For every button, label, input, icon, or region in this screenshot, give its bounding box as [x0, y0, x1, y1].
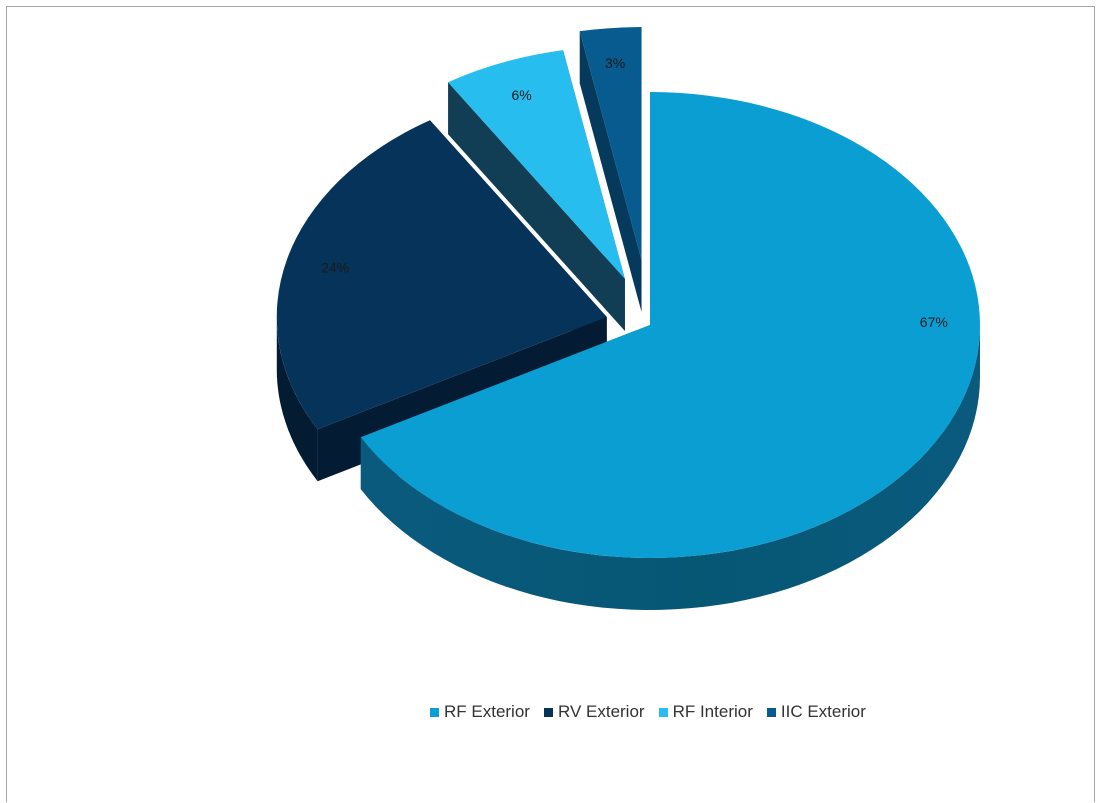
- legend-item-rf-interior: RF Interior: [658, 702, 753, 722]
- slice-side-wall: [448, 82, 625, 331]
- legend: RF Exterior RV Exterior RF Interior IIC …: [430, 702, 866, 722]
- slice-top-face: [276, 120, 607, 430]
- pie-slice-iic-exterior: 3%: [579, 27, 642, 313]
- slice-top-face: [360, 92, 980, 558]
- legend-swatch: [658, 707, 668, 717]
- data-label-rv-exterior: 24%: [321, 260, 349, 276]
- legend-swatch: [430, 707, 439, 717]
- legend-item-iic-exterior: IIC Exterior: [766, 702, 866, 722]
- legend-swatch: [766, 707, 776, 717]
- slice-outer-side: [360, 325, 980, 610]
- legend-swatch: [543, 707, 553, 717]
- legend-label: RF Exterior: [444, 702, 530, 721]
- pie-slice-rf-exterior: 67%: [360, 92, 980, 610]
- legend-item-rf-exterior: RF Exterior: [430, 702, 530, 722]
- data-label-rf-exterior: 67%: [920, 314, 948, 330]
- legend-item-rv-exterior: RV Exterior: [543, 702, 645, 722]
- slice-side-wall: [579, 31, 642, 313]
- slice-outer-side: [276, 316, 318, 482]
- pie-slice-rf-interior: 6%: [448, 50, 625, 331]
- data-label-iic-exterior: 3%: [605, 55, 625, 71]
- legend-label: RF Interior: [672, 702, 753, 721]
- slice-top-face: [579, 27, 642, 261]
- legend-label: RV Exterior: [557, 702, 645, 721]
- legend-label: IIC Exterior: [780, 702, 866, 721]
- data-label-rf-interior: 6%: [511, 87, 531, 103]
- slice-top-face: [448, 50, 625, 279]
